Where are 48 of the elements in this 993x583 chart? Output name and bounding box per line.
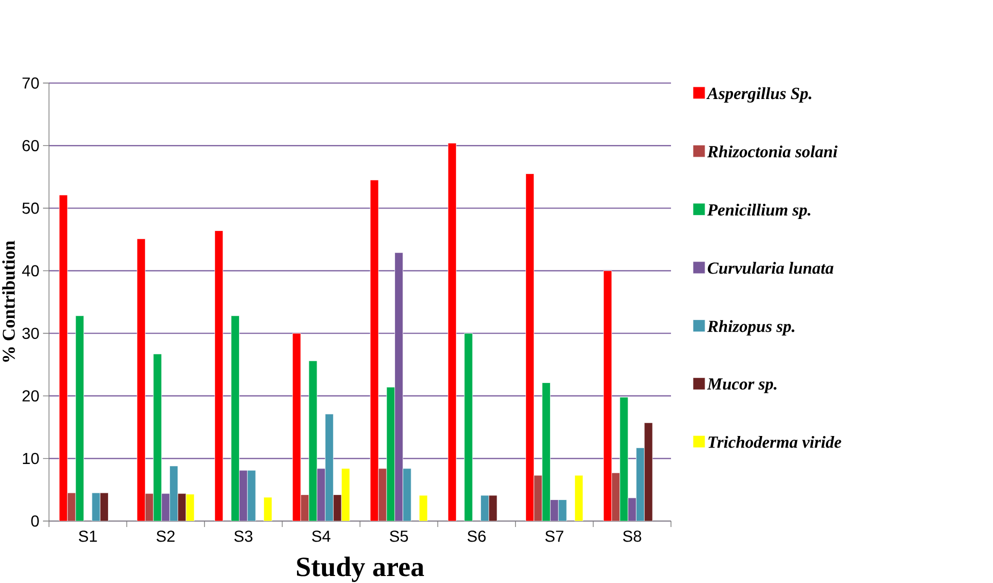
bar [534,475,542,522]
bar [603,270,612,522]
x-tick-label: S6 [468,530,486,542]
bar [448,142,456,522]
y-tick-label: 70 [22,77,39,89]
y-tick-label: 0 [31,515,39,527]
y-tick-label: 30 [22,328,39,339]
legend-label: Rhizoctonia solani [707,145,838,158]
legend-label: Trichoderma viride [708,436,842,448]
bar [292,333,301,522]
x-tick-label: S8 [623,530,642,542]
bar [464,333,473,522]
legend-label: Penicillium sp. [707,204,810,220]
y-tick-label: 40 [22,265,39,276]
bar [325,414,334,522]
bar [370,180,379,522]
x-tick-label: S2 [156,530,175,542]
bar [247,470,256,522]
y-tick-label: 20 [22,390,39,402]
y-axis-title: % Contribution [2,240,15,362]
x-tick-label: S7 [545,530,564,542]
bar [402,468,412,522]
legend-label: Rhizopus sp. [707,320,794,336]
y-tick-label: 50 [22,202,39,214]
x-tick-label: S1 [78,530,97,542]
legend-label: Curvularia lunata [708,262,834,274]
x-tick-label: S4 [312,530,330,542]
bar [612,472,620,522]
bar [378,468,387,522]
bar [92,492,100,522]
bar [170,466,178,522]
bar [574,475,584,522]
bar [644,422,653,522]
x-tick-label: S3 [234,530,252,542]
bar [341,468,350,522]
x-axis-title: Study area [297,556,424,582]
legend-label: Aspergillus Sp. [706,87,812,103]
bar [526,174,534,522]
legend-label: Mucor sp. [707,378,776,394]
bar [100,492,108,522]
bar [59,194,68,522]
x-tick-label: S5 [390,530,408,542]
bar [214,230,224,522]
y-tick-label: 10 [22,452,39,464]
bar [136,238,146,522]
bar [636,448,645,522]
y-tick-label: 60 [22,140,39,152]
bar [67,492,76,522]
